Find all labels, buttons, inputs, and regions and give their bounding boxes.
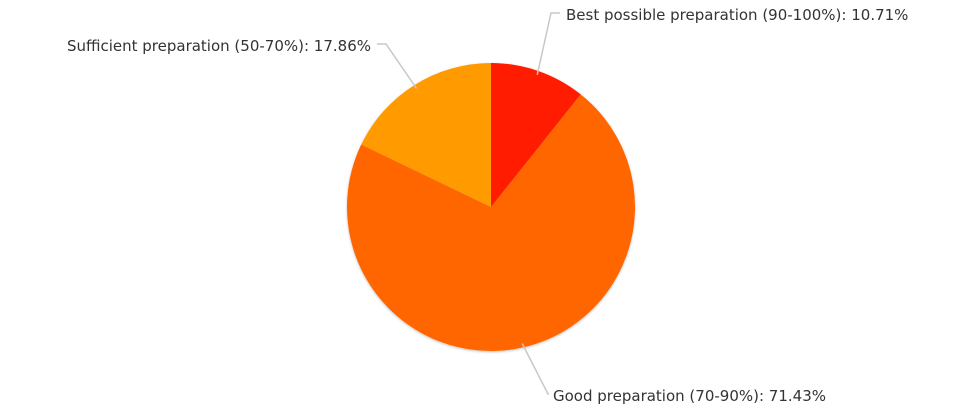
- pie-slices: [347, 63, 635, 352]
- slice-label-sufficient: Sufficient preparation (50-70%): 17.86%: [67, 37, 371, 55]
- slice-good: [347, 94, 635, 352]
- slice-sufficient: [361, 63, 491, 207]
- leader-line: [377, 43, 418, 89]
- slice-label-best-possible: Best possible preparation (90-100%): 10.…: [566, 6, 908, 24]
- leader-line: [521, 343, 549, 395]
- leader-lines: [377, 12, 560, 395]
- leader-line: [536, 12, 560, 76]
- slice-best-possible: [491, 63, 581, 207]
- slice-label-good: Good preparation (70-90%): 71.43%: [553, 387, 826, 405]
